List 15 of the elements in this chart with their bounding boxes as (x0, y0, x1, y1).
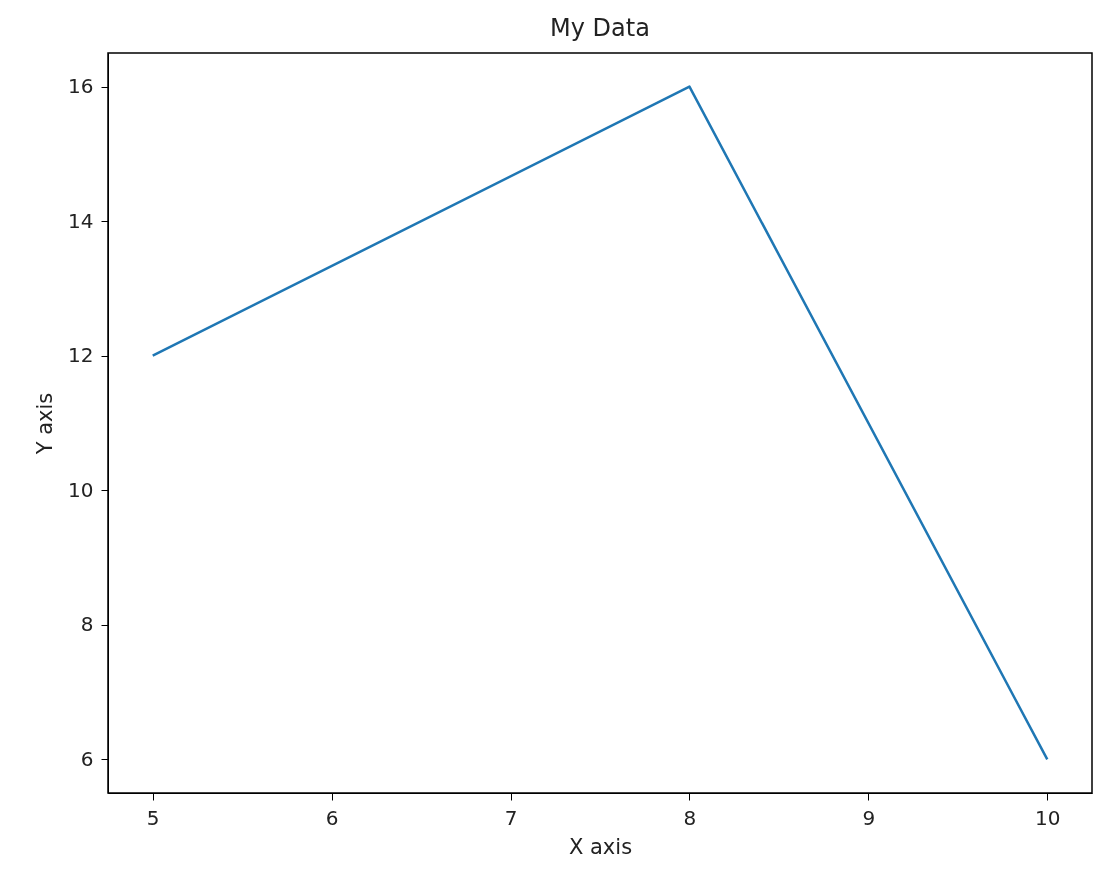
y-tick-label: 16 (68, 74, 94, 99)
x-tick-label: 9 (862, 805, 876, 830)
x-tick-label: 7 (504, 805, 518, 830)
y-tick-label: 6 (80, 746, 94, 771)
y-tick-label: 14 (68, 208, 94, 233)
x-tick-label: 10 (1035, 805, 1061, 830)
chart-title: My Data (550, 14, 650, 42)
x-tick-label: 6 (325, 805, 339, 830)
x-tick-label: 8 (683, 805, 697, 830)
x-tick-label: 5 (146, 805, 160, 830)
y-tick-label: 8 (80, 612, 94, 637)
y-tick-label: 12 (68, 343, 94, 368)
y-tick-label: 10 (68, 477, 94, 502)
x-axis-title: X axis (568, 834, 633, 859)
y-axis-title: Y axis (33, 392, 58, 456)
